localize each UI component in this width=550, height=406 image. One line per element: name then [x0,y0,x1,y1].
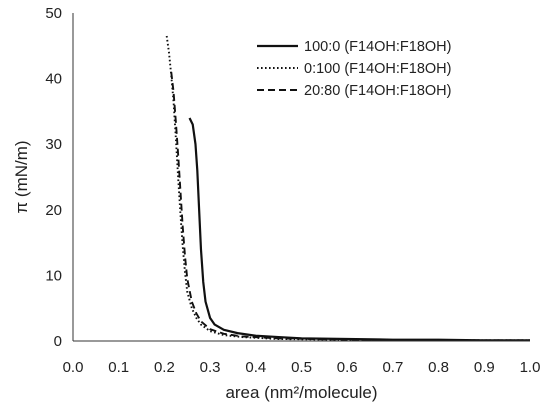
x-tick-label: 0.1 [108,359,129,376]
series-line-1 [188,117,530,342]
y-tick-label: 0 [54,333,62,350]
x-tick-label: 0.6 [337,359,358,376]
legend-label-2: 0:100 (F14OH:F18OH) [304,61,451,77]
legend: 100:0 (F14OH:F18OH) 0:100 (F14OH:F18OH) 20… [257,39,451,99]
x-axis-title: area (nm²/molecule) [225,383,377,402]
y-tick-label: 30 [45,136,62,153]
x-tick-labels: 0.0 0.1 0.2 0.3 0.4 0.5 0.6 0.7 0.8 0.9 1.0 [63,359,541,376]
x-tick-label: 1.0 [520,359,541,376]
y-tick-label: 20 [45,202,62,219]
y-axis-title: π (mN/m) [12,140,31,213]
x-tick-label: 0.3 [200,359,221,376]
x-tick-label: 0.0 [63,359,84,376]
plot-area [165,35,530,342]
y-tick-label: 10 [45,267,62,284]
x-tick-label: 0.4 [245,359,266,376]
x-tick-label: 0.2 [154,359,175,376]
y-tick-label: 40 [45,71,62,88]
legend-label-1: 100:0 (F14OH:F18OH) [304,39,451,55]
series-line-2 [165,35,530,342]
axes [72,13,530,342]
series-line-3 [170,71,530,342]
y-tick-label: 50 [45,5,62,22]
x-tick-label: 0.7 [382,359,403,376]
legend-label-3: 20:80 (F14OH:F18OH) [304,83,451,99]
x-tick-label: 0.8 [428,359,449,376]
x-tick-label: 0.5 [291,359,312,376]
x-tick-label: 0.9 [474,359,495,376]
y-tick-labels: 0 10 20 30 40 50 [45,5,62,350]
